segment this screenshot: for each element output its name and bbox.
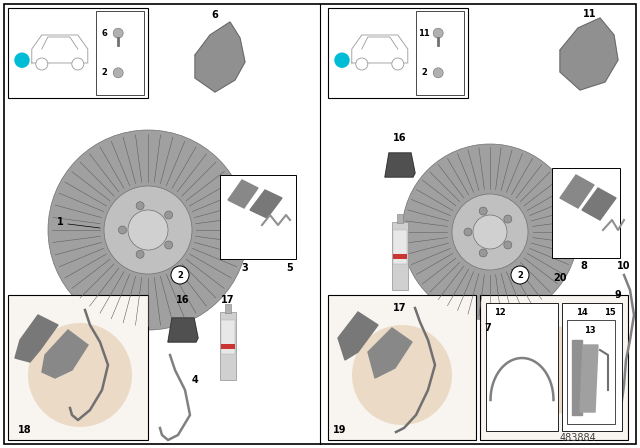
Text: 20: 20 [553, 273, 567, 283]
Circle shape [164, 241, 173, 249]
Bar [486, 303, 558, 431]
Polygon shape [385, 153, 415, 177]
Text: 16: 16 [393, 133, 407, 143]
Polygon shape [195, 22, 245, 92]
Bar [8, 295, 148, 440]
Circle shape [15, 53, 29, 67]
Bar [562, 303, 622, 431]
Polygon shape [338, 312, 378, 360]
Circle shape [464, 228, 472, 236]
Bar [221, 320, 235, 354]
Text: 19: 19 [333, 425, 347, 435]
Circle shape [335, 53, 349, 67]
Circle shape [433, 28, 443, 38]
Circle shape [510, 326, 598, 414]
Text: 5: 5 [287, 263, 293, 273]
Bar [416, 11, 464, 95]
Polygon shape [580, 345, 598, 412]
Circle shape [452, 194, 528, 270]
Polygon shape [42, 330, 88, 378]
Polygon shape [560, 18, 618, 90]
Text: 483884: 483884 [559, 433, 596, 443]
Text: 12: 12 [494, 307, 506, 316]
Circle shape [164, 211, 173, 219]
Polygon shape [582, 188, 616, 220]
Circle shape [392, 58, 404, 70]
Bar [221, 344, 235, 349]
Bar [393, 230, 407, 264]
Circle shape [128, 210, 168, 250]
Text: 1: 1 [56, 217, 63, 227]
Circle shape [171, 266, 189, 284]
Circle shape [352, 325, 452, 425]
Circle shape [36, 58, 48, 70]
Polygon shape [15, 315, 58, 362]
Circle shape [511, 266, 529, 284]
Text: 8: 8 [580, 261, 588, 271]
Text: 13: 13 [584, 326, 596, 335]
Text: 11: 11 [583, 9, 596, 19]
Bar [220, 175, 296, 259]
Bar [96, 11, 144, 95]
Circle shape [28, 323, 132, 427]
Text: 9: 9 [614, 290, 621, 300]
Circle shape [479, 249, 487, 257]
Text: 15: 15 [604, 307, 616, 316]
Polygon shape [368, 328, 412, 378]
Polygon shape [168, 318, 198, 342]
Polygon shape [572, 340, 582, 415]
Bar [392, 222, 408, 290]
Circle shape [504, 215, 512, 223]
Circle shape [72, 58, 84, 70]
Text: 7: 7 [484, 323, 492, 333]
Circle shape [104, 186, 192, 274]
Polygon shape [228, 180, 258, 208]
Bar [480, 295, 628, 440]
Text: 2: 2 [177, 271, 183, 280]
Circle shape [136, 250, 144, 258]
Circle shape [479, 207, 487, 215]
Text: 6: 6 [212, 10, 218, 20]
Bar [220, 312, 236, 380]
Text: 18: 18 [18, 425, 32, 435]
Bar [8, 8, 148, 98]
Polygon shape [250, 190, 282, 218]
Circle shape [136, 202, 144, 210]
Bar [567, 320, 615, 424]
Text: 17: 17 [221, 295, 235, 305]
Bar [328, 8, 468, 98]
Circle shape [113, 28, 123, 38]
Circle shape [113, 68, 123, 78]
Text: 6: 6 [101, 29, 107, 38]
Circle shape [473, 215, 507, 249]
Bar [397, 214, 403, 223]
Text: 17: 17 [393, 303, 407, 313]
Text: 2: 2 [101, 68, 107, 78]
Text: 3: 3 [242, 263, 248, 273]
Bar [328, 295, 476, 440]
Text: 2: 2 [421, 68, 427, 78]
Circle shape [118, 226, 127, 234]
Bar [552, 168, 620, 258]
Circle shape [433, 68, 443, 78]
Text: 16: 16 [176, 295, 189, 305]
Bar [393, 254, 407, 259]
Polygon shape [560, 175, 594, 208]
Text: 2: 2 [517, 271, 523, 280]
Circle shape [48, 130, 248, 330]
Text: 11: 11 [419, 29, 430, 38]
Text: 4: 4 [191, 375, 198, 385]
Circle shape [402, 144, 578, 320]
Circle shape [356, 58, 368, 70]
Text: 10: 10 [617, 261, 631, 271]
Bar [225, 304, 231, 313]
Circle shape [504, 241, 512, 249]
Text: 14: 14 [576, 307, 588, 316]
